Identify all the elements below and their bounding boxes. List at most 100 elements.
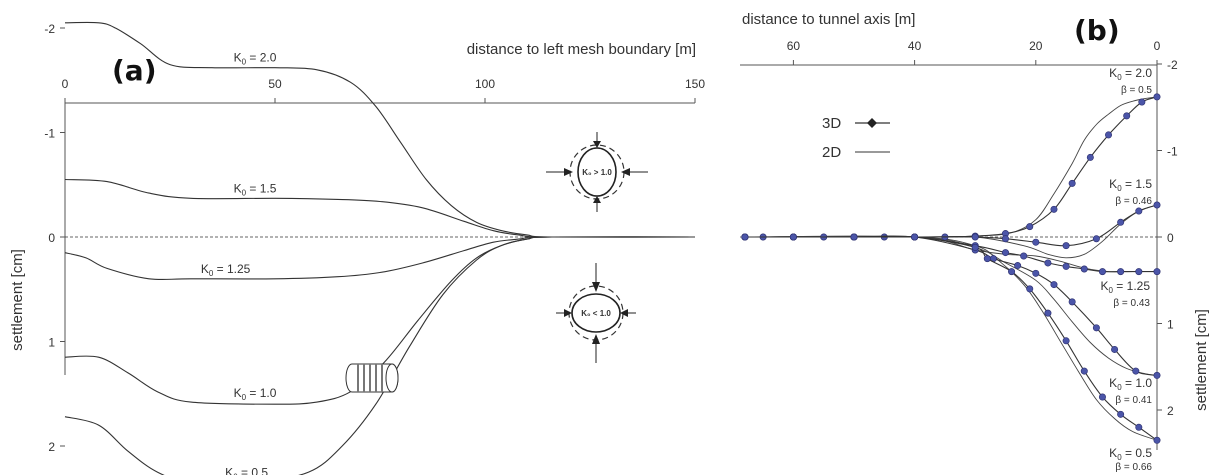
panel-b-curve-label: K0 = 1.5 bbox=[1109, 177, 1152, 193]
panel-b-3d-point bbox=[1002, 249, 1008, 255]
panel-b-y-tick-label: -2 bbox=[1167, 58, 1178, 72]
panel-b-curve-labels: K0 = 2.0 β = 0.5 K0 = 1.5 β = 0.46 K0 = 1.25… bbox=[1101, 66, 1153, 473]
panel-b-x-tick-label: 60 bbox=[787, 39, 801, 53]
tunnel-annotation-k0-gt: K₀ > 1.0 bbox=[582, 168, 612, 177]
panel-a-curve-labels: K0 = 2.0 K0 = 1.5 K0 = 1.25 K0 = 1.0 K0 = 0.… bbox=[201, 51, 277, 475]
panel-b-curve-label: K0 = 1.0 bbox=[1109, 376, 1152, 392]
panel-b-2d-series-line bbox=[745, 97, 1157, 237]
panel-b-3d-point bbox=[1136, 424, 1142, 430]
panel-b-3d-point bbox=[1069, 299, 1075, 305]
panel-b-x-tick-label: 40 bbox=[908, 39, 922, 53]
panel-a-curve-label: K0 = 2.0 bbox=[234, 51, 277, 67]
panel-b-3d-series-line bbox=[745, 236, 1157, 440]
panel-b-3d-point bbox=[1033, 270, 1039, 276]
legend-3d-marker bbox=[867, 118, 877, 128]
panel-b-3d-point bbox=[742, 234, 748, 240]
panel-b-3d-point bbox=[1045, 310, 1051, 316]
tunnel-schematic-k0-greater-than-1: K₀ > 1.0 bbox=[546, 132, 648, 212]
panel-b-3d-point bbox=[1045, 260, 1051, 266]
panel-b-3d-point bbox=[1117, 219, 1123, 225]
panel-b-3d-point bbox=[1105, 132, 1111, 138]
panel-b-2d-series-line bbox=[745, 236, 1157, 440]
panel-b-3d-point bbox=[1027, 223, 1033, 229]
panel-b-beta-label: β = 0.43 bbox=[1113, 298, 1150, 309]
panel-a-x-tick-label: 150 bbox=[685, 77, 705, 91]
panel-b-ylabel: settlement [cm] bbox=[1193, 309, 1210, 411]
panel-b-legend: 3D 2D bbox=[822, 115, 890, 161]
panel-b-3d-point bbox=[1136, 208, 1142, 214]
panel-b-x-tick-label: 20 bbox=[1029, 39, 1043, 53]
legend-2d-label: 2D bbox=[822, 144, 841, 161]
panel-b-y-tick-label: -1 bbox=[1167, 145, 1178, 159]
panel-b-3d-point bbox=[1133, 368, 1139, 374]
panel-b-3d-point bbox=[1093, 236, 1099, 242]
panel-b-3d-point bbox=[1136, 268, 1142, 274]
tunnel-annotation-k0-lt: K₀ < 1.0 bbox=[581, 309, 611, 318]
panel-b-3d-point bbox=[1154, 437, 1160, 443]
tunnel-cylinder-icon bbox=[346, 364, 398, 392]
panel-b-3d-point bbox=[1081, 368, 1087, 374]
panel-b-3d-series-line bbox=[745, 97, 1157, 237]
panel-b-3d-point bbox=[972, 244, 978, 250]
panel-b-3d-point bbox=[1027, 286, 1033, 292]
panel-b-3d-point bbox=[1111, 346, 1117, 352]
panel-b-3d-point bbox=[851, 234, 857, 240]
panel-a: (a) distance to left mesh boundary [m] s… bbox=[9, 22, 705, 475]
panel-b: (b) distance to tunnel axis [m] settleme… bbox=[740, 11, 1210, 473]
panel-a-lines bbox=[65, 22, 695, 475]
panel-a-curve-label: K0 = 1.0 bbox=[234, 386, 277, 402]
panel-b-3d-point bbox=[1139, 99, 1145, 105]
panel-b-beta-label: β = 0.46 bbox=[1115, 196, 1152, 207]
panel-b-beta-label: β = 0.5 bbox=[1121, 85, 1152, 96]
panel-b-3d-point bbox=[972, 234, 978, 240]
panel-a-y-tick-label: -1 bbox=[44, 127, 55, 141]
panel-b-2d-series-line bbox=[745, 205, 1157, 258]
panel-b-3d-point bbox=[1020, 253, 1026, 259]
tunnel-schematic-k0-less-than-1: K₀ < 1.0 bbox=[556, 263, 636, 363]
panel-a-y-tick-label: 1 bbox=[48, 336, 55, 350]
panel-b-2d-series-line bbox=[745, 236, 1157, 375]
panel-a-x-tick-label: 50 bbox=[268, 77, 282, 91]
panel-b-3d-point bbox=[1124, 113, 1130, 119]
legend-3d-label: 3D bbox=[822, 115, 841, 132]
panel-a-ylabel: settlement [cm] bbox=[9, 249, 26, 351]
panel-a-curve-label: K0 = 1.25 bbox=[201, 262, 251, 278]
panel-b-3d-point bbox=[1099, 394, 1105, 400]
panel-a-curve-label: K0 = 1.5 bbox=[234, 181, 277, 197]
panel-b-3d-point bbox=[1033, 239, 1039, 245]
panel-b-3d-point bbox=[1117, 268, 1123, 274]
panel-b-3d-point bbox=[1154, 94, 1160, 100]
panel-b-2d-lines bbox=[745, 97, 1157, 440]
panel-b-curve-label: K0 = 0.5 bbox=[1109, 446, 1152, 462]
panel-b-3d-point bbox=[1154, 268, 1160, 274]
panel-a-label: (a) bbox=[112, 54, 157, 87]
panel-b-y-ticks: -2 -1 0 1 2 bbox=[1157, 58, 1178, 418]
panel-b-3d-point bbox=[1081, 266, 1087, 272]
panel-b-label: (b) bbox=[1074, 14, 1120, 47]
panel-b-y-tick-label: 0 bbox=[1167, 231, 1174, 245]
panel-b-3d-point bbox=[1063, 338, 1069, 344]
panel-b-3d-lines bbox=[742, 94, 1160, 444]
panel-b-3d-point bbox=[1063, 242, 1069, 248]
panel-a-y-tick-label: 0 bbox=[48, 231, 55, 245]
panel-b-3d-point bbox=[1087, 154, 1093, 160]
panel-b-beta-label: β = 0.66 bbox=[1115, 462, 1152, 473]
panel-a-y-tick-label: 2 bbox=[48, 440, 55, 454]
panel-b-y-tick-label: 2 bbox=[1167, 404, 1174, 418]
panel-a-xlabel: distance to left mesh boundary [m] bbox=[467, 41, 696, 58]
panel-b-3d-point bbox=[1063, 263, 1069, 269]
panel-b-xlabel: distance to tunnel axis [m] bbox=[742, 11, 915, 28]
panel-a-x-ticks: 0 50 100 150 bbox=[62, 77, 706, 103]
panel-b-3d-point bbox=[984, 255, 990, 261]
panel-b-3d-point bbox=[1069, 180, 1075, 186]
panel-b-3d-point bbox=[1002, 236, 1008, 242]
panel-a-series-line bbox=[65, 237, 695, 280]
panel-b-curve-label: K0 = 1.25 bbox=[1101, 279, 1151, 295]
panel-b-3d-point bbox=[1154, 372, 1160, 378]
panel-b-3d-point bbox=[1154, 202, 1160, 208]
panel-b-3d-point bbox=[1051, 206, 1057, 212]
panel-b-3d-point bbox=[1008, 268, 1014, 274]
panel-b-curve-label: K0 = 2.0 bbox=[1109, 66, 1152, 82]
panel-b-3d-point bbox=[1117, 411, 1123, 417]
